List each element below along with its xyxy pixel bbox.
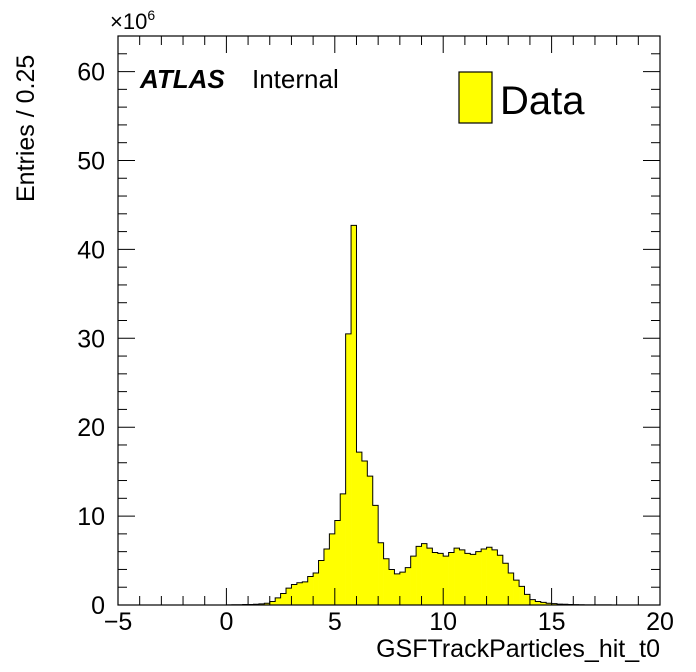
histogram-bin [491,549,498,605]
histogram-bin [540,602,547,605]
y-tick-label: 10 [77,503,105,531]
histogram-bin [524,594,531,605]
x-tick-label: 5 [328,608,342,636]
histogram-bin [443,556,449,605]
histogram-bin [426,548,433,605]
histogram-bin [410,556,417,605]
histogram-bin [351,225,357,606]
histogram-bin [546,603,552,605]
histogram-bin [502,563,509,605]
atlas-label: ATLAS [139,64,225,94]
histogram-bin [345,333,352,605]
histogram-bin [481,548,487,605]
histogram-bin [389,569,395,605]
legend-label-data: Data [500,79,585,123]
histogram-bin [508,572,514,605]
legend-swatch-data [458,71,493,124]
histogram-bin [513,580,520,605]
histogram-bin [519,586,525,605]
histogram-bin [394,573,401,605]
histogram-bars [226,225,617,606]
histogram-bin [356,452,363,605]
histogram-bin [329,533,336,605]
histogram-bin [437,553,444,605]
histogram-bin [340,493,346,605]
histogram-bin [448,552,455,605]
histogram-bin [280,593,287,605]
histogram-bin [302,581,308,605]
y-tick-label: 20 [77,414,105,442]
histogram-bin [454,548,460,605]
histogram-bin [286,588,292,605]
histogram-bin [307,576,314,605]
histogram-bin [497,555,504,605]
histogram-bin [529,599,536,605]
histogram-bin [551,603,558,605]
histogram-bin [405,567,411,605]
y-tick-label: 50 [77,147,105,175]
x-tick-label: 20 [646,608,674,636]
x-tick-label: 0 [219,608,233,636]
y-axis-label: Entries / 0.25 [12,55,40,202]
histogram-bin [323,548,330,605]
histogram-bin [535,601,542,605]
x-axis-label: GSFTrackParticles_hit_t0 [376,635,660,663]
histogram-bin [416,546,422,605]
y-multiplier-label: ×106 [110,7,155,34]
legend: Data [458,71,585,124]
histogram-bin [334,520,341,605]
histogram-bin [383,558,390,605]
histogram-bin [361,460,368,605]
histogram-bin [399,572,406,605]
histogram-bin [421,543,428,605]
histogram-bin [367,476,374,605]
x-tick-label: −5 [104,608,133,636]
histogram-bin [291,584,298,605]
histogram-bin [318,560,325,605]
histogram-bin [372,505,379,605]
histogram-bin [296,582,303,605]
y-axis-ticks [118,35,660,606]
histogram-bin [470,554,477,605]
y-tick-label: 40 [77,236,105,264]
histogram-bin [269,601,276,605]
histogram-bin [275,597,281,605]
histogram-bin [486,547,493,605]
histogram-bin [313,572,319,605]
y-axis-tick-labels: 0 10 20 30 40 50 60 [77,59,105,620]
histogram-bin [378,542,384,605]
histogram-outline [225,224,618,606]
x-tick-label: 15 [538,608,566,636]
x-tick-label: 10 [429,608,457,636]
x-axis-ticks [117,36,661,605]
histogram-bin [475,551,482,605]
histogram-bin [432,552,439,605]
internal-label: Internal [252,64,339,94]
y-tick-label: 30 [77,325,105,353]
histogram-bin [264,603,271,605]
y-tick-label: 0 [91,592,105,620]
histogram-bin [459,549,466,605]
x-axis-tick-labels: −5 0 5 10 15 20 [104,608,674,636]
histogram-bin [464,553,471,605]
y-tick-label: 60 [77,59,105,87]
